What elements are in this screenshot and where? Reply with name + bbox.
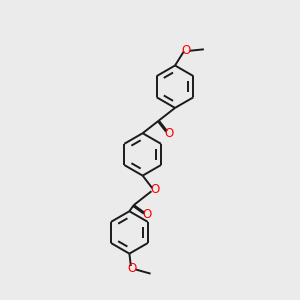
Text: O: O	[150, 183, 160, 196]
Text: O: O	[182, 44, 191, 57]
Text: O: O	[128, 262, 137, 275]
Text: O: O	[164, 127, 173, 140]
Text: O: O	[142, 208, 152, 221]
